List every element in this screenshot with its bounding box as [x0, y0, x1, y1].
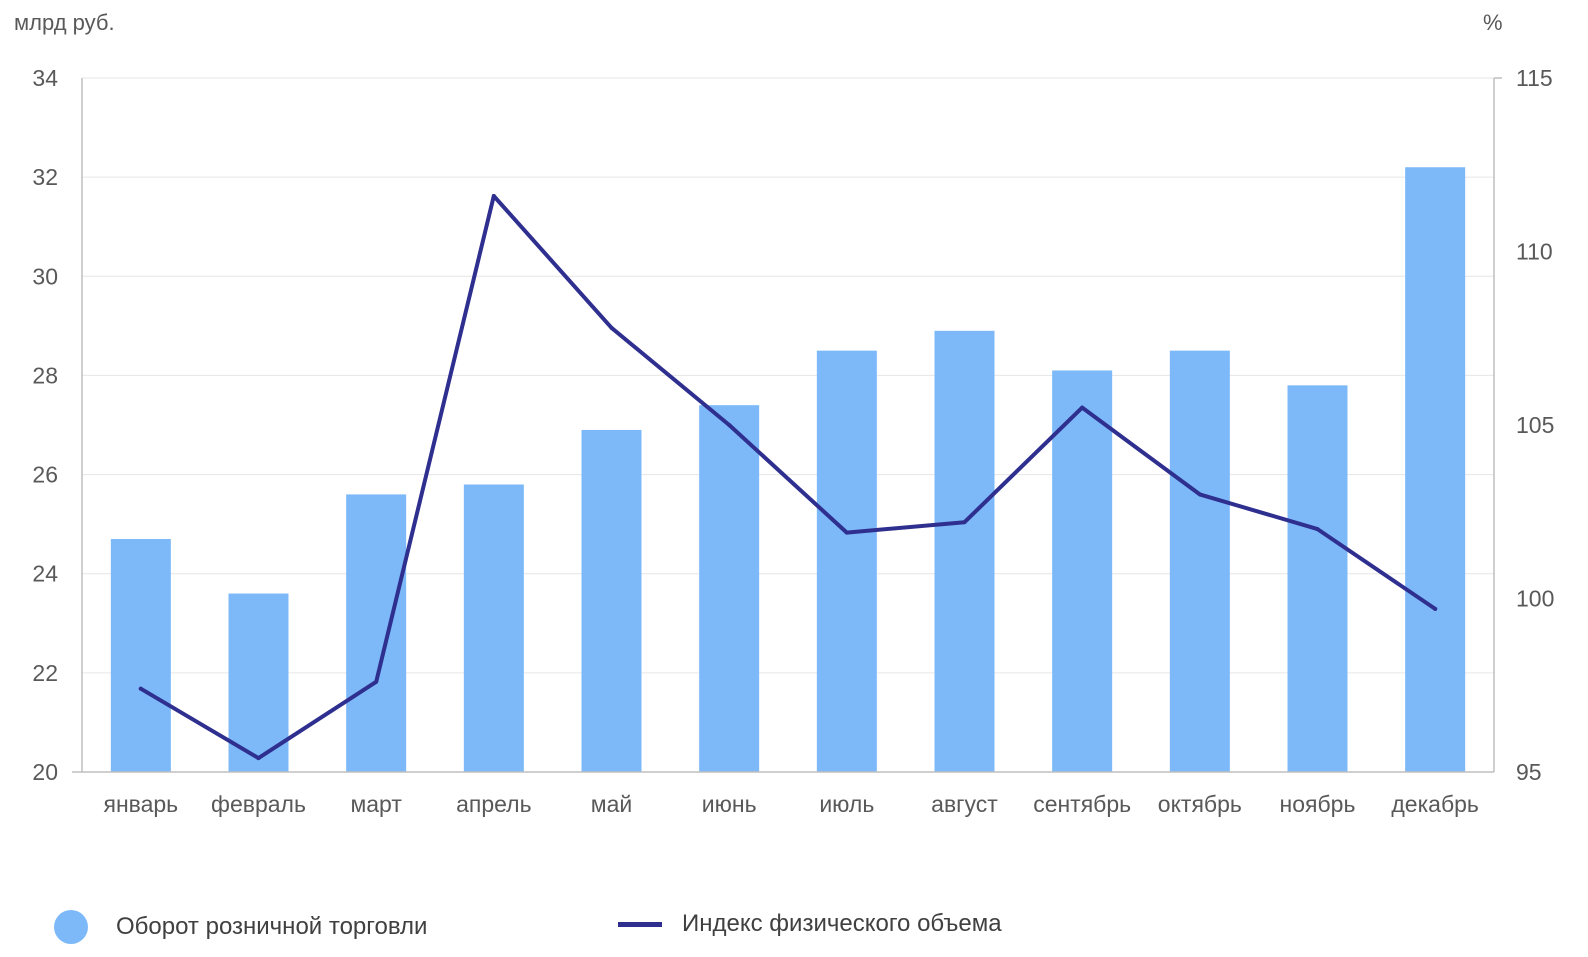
bar	[581, 429, 642, 772]
left-tick-label: 30	[32, 263, 58, 289]
line-point	[1315, 527, 1320, 532]
right-tick-label: 110	[1516, 239, 1553, 265]
x-tick-label: февраль	[211, 791, 306, 817]
bar	[1405, 167, 1466, 772]
legend-swatch-line	[618, 921, 662, 927]
bar	[346, 494, 407, 772]
line-point	[491, 193, 496, 198]
chart: 20 22 24 26 28 30 32 34 95 100 105 110 115 январь фе…	[32, 65, 1554, 817]
left-tick-label: 22	[32, 660, 58, 686]
x-tick-label: ноябрь	[1280, 791, 1356, 817]
x-tick-label: октябрь	[1158, 791, 1242, 817]
bar	[1052, 370, 1113, 772]
x-tick-label: апрель	[456, 791, 531, 817]
bar	[463, 484, 524, 772]
x-tick-label: январь	[103, 791, 178, 817]
bar-series	[110, 167, 1466, 772]
x-tick-label: декабрь	[1391, 791, 1479, 817]
legend-label-index: Индекс физического объема	[682, 910, 1002, 937]
legend: Оборот розничной торговли Индекс физичес…	[0, 910, 1588, 950]
bar	[228, 593, 289, 772]
bar	[816, 350, 877, 772]
bar	[699, 405, 760, 772]
right-tick-label: 100	[1516, 586, 1554, 612]
legend-item-turnover: Оборот розничной торговли	[54, 910, 427, 944]
x-tick-label: май	[591, 791, 632, 817]
right-axis-unit: %	[1483, 10, 1503, 35]
x-tick-label: июнь	[702, 791, 757, 817]
left-tick-label: 34	[32, 65, 58, 91]
bar	[1169, 350, 1230, 772]
line-point	[727, 423, 732, 427]
line-point	[844, 530, 849, 535]
line-series	[138, 193, 1438, 761]
gridlines	[82, 77, 1494, 674]
line-point	[374, 679, 379, 684]
x-tick-label: июль	[819, 791, 874, 817]
line-point	[1080, 405, 1085, 410]
left-axis-unit: млрд руб.	[14, 10, 115, 35]
right-tick-label: 115	[1516, 65, 1553, 91]
x-tick-label: сентябрь	[1033, 791, 1131, 817]
line-point	[962, 520, 967, 525]
legend-item-index: Индекс физического объема	[618, 910, 1002, 938]
left-tick-label: 24	[32, 561, 58, 587]
index-line	[138, 194, 1438, 761]
left-axis-ticks: 20 22 24 26 28 30 32 34	[32, 65, 58, 785]
x-tick-label: март	[350, 791, 402, 817]
right-tick-label: 105	[1516, 412, 1554, 438]
line-point	[138, 686, 143, 691]
left-tick-label: 32	[32, 164, 58, 190]
bar	[934, 330, 995, 772]
x-axis-ticks: январь февраль март апрель май июнь июль август…	[103, 791, 1478, 817]
left-tick-label: 20	[32, 759, 58, 785]
left-tick-label: 26	[32, 462, 58, 488]
left-tick-label: 28	[32, 362, 58, 388]
right-axis-ticks: 95 100 105 110 115	[1516, 65, 1554, 785]
bar	[1287, 385, 1348, 772]
bar	[110, 539, 171, 772]
line-point	[609, 325, 614, 330]
axes	[72, 77, 1502, 773]
x-tick-label: август	[931, 791, 998, 817]
line-point	[256, 756, 261, 761]
line-point	[1433, 606, 1438, 611]
legend-label-turnover: Оборот розничной торговли	[116, 913, 428, 940]
line-point	[1197, 492, 1202, 497]
legend-swatch-dot	[54, 910, 88, 944]
right-tick-label: 95	[1516, 759, 1542, 785]
